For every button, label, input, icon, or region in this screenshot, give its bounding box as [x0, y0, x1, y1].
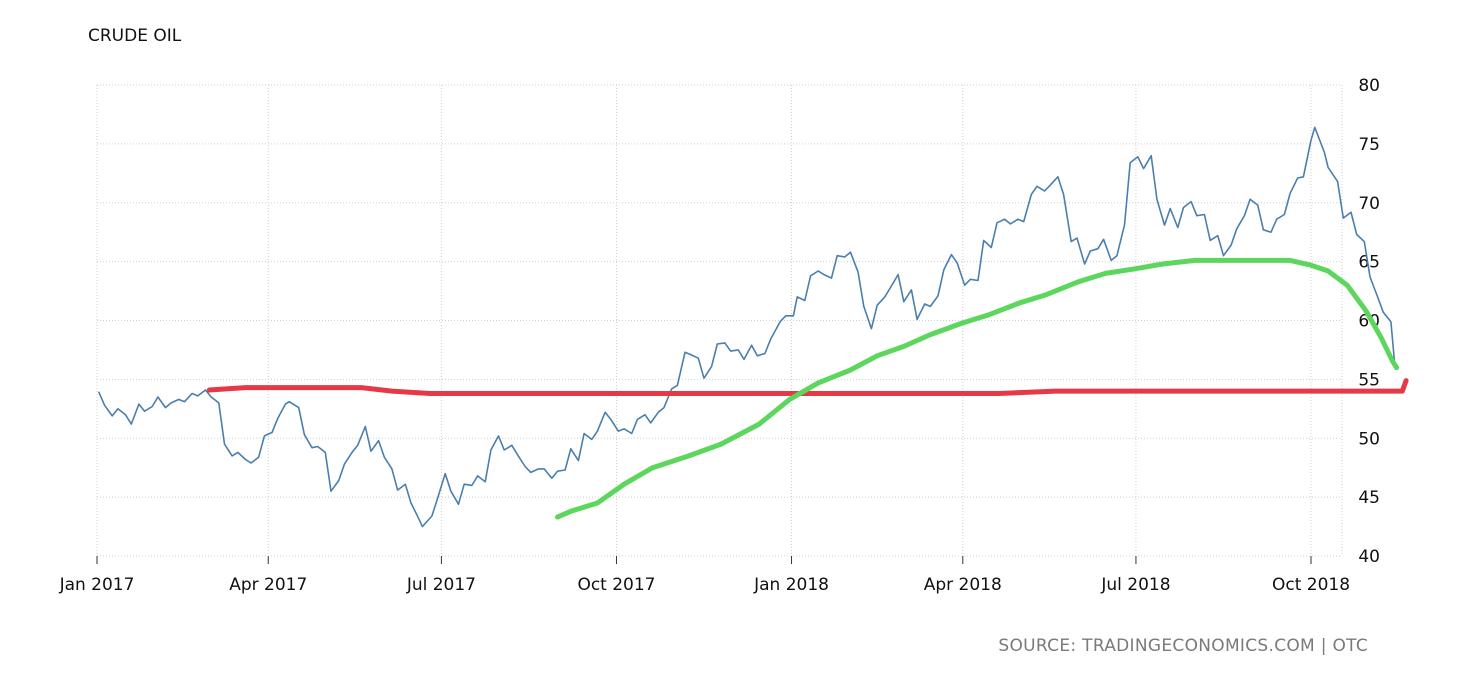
- series-line-1: [98, 126, 1396, 528]
- y-tick-label: 70: [1358, 194, 1380, 214]
- gridlines: [96, 84, 1343, 557]
- x-tick-label: Jan 2018: [753, 575, 829, 595]
- x-tick-label: Apr 2018: [924, 575, 1002, 595]
- y-tick-label: 45: [1358, 488, 1380, 508]
- source-label[interactable]: SOURCE: TRADINGECONOMICS.COM | OTC: [998, 636, 1368, 656]
- x-tick-label: Jul 2018: [1100, 575, 1170, 595]
- x-tick-label: Oct 2017: [577, 575, 655, 595]
- x-tick-label: Jul 2017: [406, 575, 476, 595]
- x-tick-label: Jan 2017: [59, 575, 135, 595]
- y-tick-label: 55: [1358, 370, 1380, 390]
- series-line-2: [206, 378, 1409, 396]
- series-line-3: [555, 257, 1400, 520]
- x-tick-label: Oct 2018: [1272, 575, 1350, 595]
- series-lines: [98, 126, 1409, 528]
- chart-title: CRUDE OIL: [88, 26, 182, 46]
- y-tick-label: 40: [1358, 547, 1380, 567]
- y-tick-label: 50: [1358, 429, 1380, 449]
- y-tick-label: 80: [1358, 76, 1380, 96]
- y-tick-label: 65: [1358, 253, 1380, 273]
- x-tick-label: Apr 2017: [229, 575, 307, 595]
- y-tick-label: 75: [1358, 135, 1380, 155]
